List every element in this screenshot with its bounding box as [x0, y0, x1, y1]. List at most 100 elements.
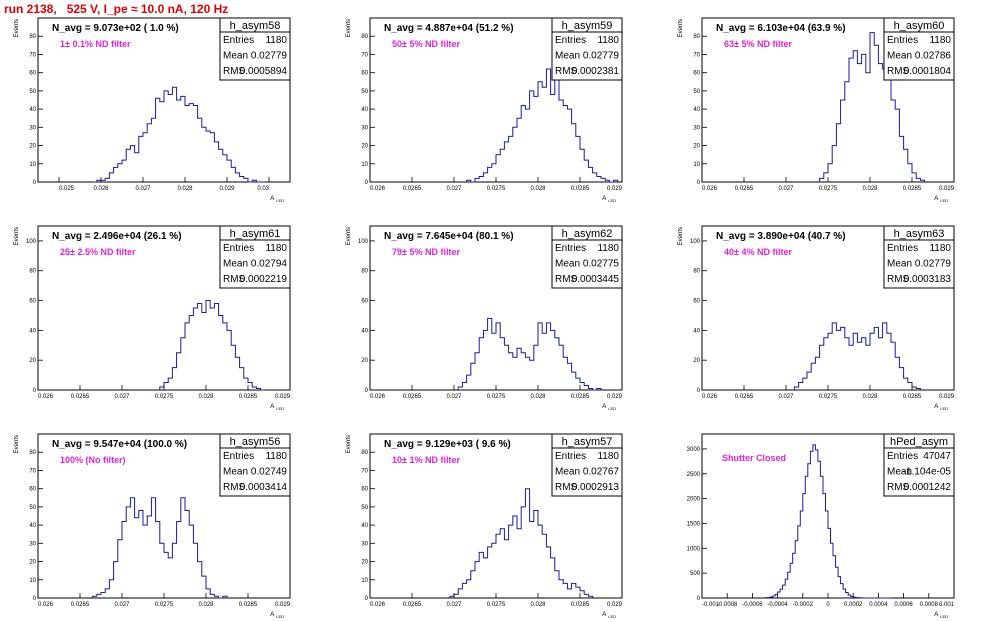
y-tick-label: 40 — [29, 328, 36, 334]
histogram-panel-h_asym61: 0.026 0.0265 0.027 0.0275 0.028 0.0285 0.029 0 2… — [14, 225, 291, 411]
stat-value-entries: 1180 — [265, 243, 287, 254]
histogram-series — [92, 86, 265, 183]
y-tick-label: 50 — [361, 505, 368, 511]
stat-value-mean: 0.02779 — [915, 259, 952, 270]
plot-frame — [37, 17, 291, 183]
x-tick-label: 0.029 — [219, 186, 235, 192]
stat-value-mean: 0.02775 — [583, 259, 620, 270]
filter-label: Shutter Closed — [722, 453, 786, 463]
stat-label-rms: RMS — [223, 66, 246, 77]
histogram-series — [819, 32, 926, 182]
y-tick-label: 0 — [33, 180, 37, 186]
y-axis-label: Events — [14, 435, 20, 453]
x-tick-label: 0.029 — [607, 186, 623, 192]
y-tick-label: 30 — [29, 125, 36, 131]
stat-label-mean: Mean — [555, 259, 580, 270]
y-tick-label: 60 — [693, 71, 700, 77]
y-tick-label: 80 — [361, 269, 368, 275]
stat-label-entries: Entries — [223, 451, 254, 462]
histogram-name: h_asym57 — [562, 436, 613, 448]
x-tick-label: 0.026 — [38, 394, 54, 400]
stats-box — [219, 433, 291, 497]
y-tick-label: 40 — [361, 328, 368, 334]
y-tick-label: 0 — [33, 388, 37, 394]
stat-label-mean: Mean — [223, 51, 248, 62]
histogram-series — [92, 497, 228, 599]
stat-label-entries: Entries — [223, 243, 254, 254]
y-axis-label: Events — [678, 227, 684, 245]
histogram-name: h_asym58 — [230, 20, 281, 32]
x-tick-label: 0.029 — [607, 394, 623, 400]
x-axis-label: A LED — [602, 612, 616, 619]
stat-label-rms: RMS — [223, 482, 246, 493]
x-tick-label: 0.028 — [198, 394, 214, 400]
x-tick-label: 0.026 — [370, 602, 386, 608]
navg-label: N_avg = 2.496e+04 (26.1 %) — [52, 231, 182, 242]
histogram-series — [466, 68, 619, 183]
stat-label-mean: Mean — [555, 467, 580, 478]
y-tick-label: 0 — [365, 388, 369, 394]
x-axis-label: A LED — [270, 404, 284, 411]
x-tick-label: 0.028 — [862, 186, 878, 192]
x-tick-label: 0.029 — [939, 186, 955, 192]
stat-label-entries: Entries — [887, 243, 918, 254]
x-tick-label: -0.0006 — [742, 602, 763, 608]
y-tick-label: 20 — [693, 358, 700, 364]
stats-box — [219, 225, 291, 289]
y-tick-label: 3000 — [687, 447, 701, 453]
x-tick-label: 0.027 — [446, 602, 462, 608]
x-tick-label: 0.0265 — [735, 394, 754, 400]
x-tick-label: 0.0275 — [487, 186, 506, 192]
histogram-name: h_asym60 — [894, 20, 945, 32]
histogram-panel-hPed_asym: -0.001-0.0008 -0.0006 -0.0004 -0.0002 0 0.000… — [687, 433, 955, 619]
x-tick-label: 0.0265 — [403, 602, 422, 608]
y-tick-label: 70 — [29, 468, 36, 474]
x-tick-label: 0.0275 — [487, 602, 506, 608]
x-tick-label: 0.0008 — [920, 602, 939, 608]
y-axis-label: Events — [14, 227, 20, 245]
stat-value-entries: 1180 — [265, 451, 287, 462]
filter-label: 79± 5% ND filter — [392, 247, 460, 257]
x-tick-label: 0.026 — [93, 186, 109, 192]
x-tick-label: 0.026 — [370, 186, 386, 192]
x-tick-label: 0.026 — [38, 602, 54, 608]
stat-value-entries: 47047 — [923, 451, 951, 462]
x-tick-label: 0.0285 — [571, 602, 590, 608]
y-tick-label: 40 — [29, 523, 36, 529]
x-tick-label: 0.0275 — [819, 186, 838, 192]
y-tick-label: 1000 — [687, 546, 701, 552]
stat-value-mean: 0.02779 — [251, 51, 288, 62]
histogram-series — [159, 300, 265, 391]
navg-label: N_avg = 9.073e+02 ( 1.0 %) — [52, 23, 179, 34]
filter-label: 1± 0.1% ND filter — [60, 39, 131, 49]
stat-label-entries: Entries — [555, 35, 586, 46]
y-tick-label: 10 — [29, 578, 36, 584]
x-tick-label: 0.027 — [446, 394, 462, 400]
filter-label: 25± 2.5% ND filter — [60, 247, 136, 257]
histogram-series — [449, 488, 594, 598]
stats-box — [551, 433, 623, 497]
histogram-name: h_asym63 — [894, 228, 945, 240]
y-tick-label: 20 — [29, 560, 36, 566]
x-axis-label: A LED — [934, 612, 948, 619]
y-tick-label: 60 — [361, 71, 368, 77]
y-tick-label: 1500 — [687, 521, 701, 527]
x-tick-label: 0.026 — [702, 186, 718, 192]
histogram-series — [793, 322, 921, 390]
x-axis-label: A LED — [602, 196, 616, 203]
stat-value-rms: 0.0002381 — [572, 66, 620, 77]
x-tick-label: 0.0004 — [869, 602, 888, 608]
x-axis-label: A LED — [270, 612, 284, 619]
y-tick-label: 80 — [29, 450, 36, 456]
y-tick-label: 0 — [697, 596, 701, 602]
y-tick-label: 2000 — [687, 497, 701, 503]
y-tick-label: 20 — [361, 560, 368, 566]
x-tick-label: 0.0265 — [71, 602, 90, 608]
x-tick-label: 0 — [826, 602, 830, 608]
x-tick-label: 0.0285 — [239, 602, 258, 608]
y-tick-label: 10 — [361, 578, 368, 584]
y-tick-label: 40 — [361, 523, 368, 529]
y-tick-label: 80 — [29, 34, 36, 40]
x-tick-label: -0.0002 — [793, 602, 814, 608]
